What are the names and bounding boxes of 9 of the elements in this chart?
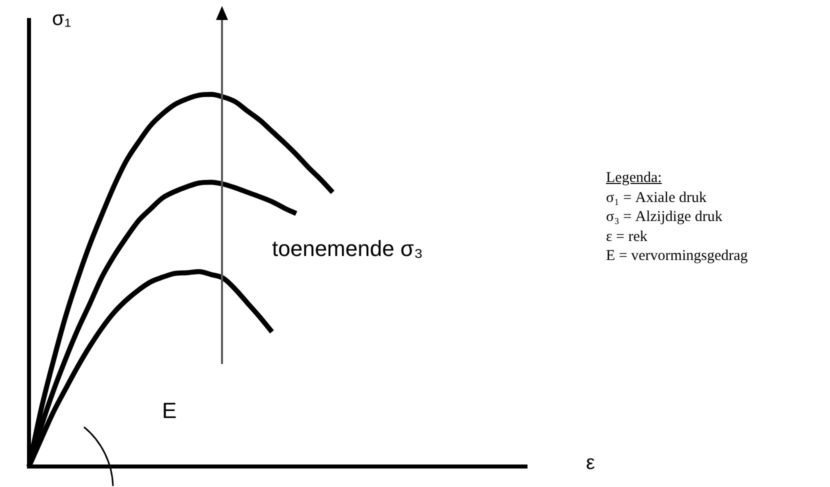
text: σ₃ = Alzijdige druk — [606, 209, 722, 226]
x-axis-title: ε — [586, 452, 595, 475]
text: ε = rek — [606, 228, 648, 246]
text: σ₁ = Axiale druk — [606, 190, 707, 206]
text: Legenda: — [606, 170, 662, 187]
text: E = vervormingsgedrag — [606, 248, 748, 265]
annotation: toenemende σ₃ — [272, 236, 423, 262]
annotation: E — [162, 398, 177, 424]
y-axis-title: σ₁ — [52, 8, 72, 31]
